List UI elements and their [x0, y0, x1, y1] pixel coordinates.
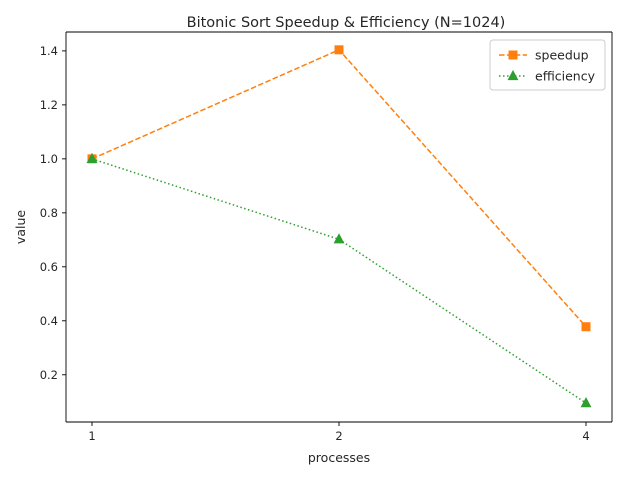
series-line-efficiency: [91, 158, 587, 404]
legend-marker-efficiency: [507, 69, 519, 81]
plot-area: [66, 32, 612, 422]
x-axis-label: processes: [308, 450, 370, 465]
chart-title: Bitonic Sort Speedup & Efficiency (N=102…: [187, 15, 506, 31]
legend-marker-speedup: [508, 50, 518, 60]
x-tick-label: 4: [582, 429, 589, 443]
x-ticks: 1 2 4: [88, 422, 590, 443]
y-axis-label: value: [13, 210, 28, 244]
y-ticks: 0.2 0.4 0.6 0.8 1.0 1.2 1.4: [40, 44, 66, 382]
legend-box: [489, 39, 606, 91]
series-layer: [86, 45, 592, 408]
legend-item-speedup: speedup: [499, 48, 589, 63]
data-point-efficiency: [86, 152, 98, 163]
y-tick-label: 0.8: [40, 206, 58, 220]
series-efficiency: [86, 152, 592, 408]
y-tick-label: 1.4: [40, 44, 58, 58]
data-point-speedup: [334, 45, 344, 55]
legend-label-speedup: speedup: [535, 48, 589, 63]
legend-item-efficiency: efficiency: [499, 69, 596, 84]
y-tick-label: 1.0: [40, 152, 58, 166]
y-tick-label: 0.6: [40, 260, 58, 274]
legend: speedup efficiency: [489, 39, 606, 91]
y-tick-label: 1.2: [40, 98, 58, 112]
y-tick-label: 0.2: [40, 368, 58, 382]
x-tick-label: 1: [88, 429, 95, 443]
legend-label-efficiency: efficiency: [535, 69, 596, 84]
data-point-efficiency: [580, 397, 592, 408]
y-tick-label: 0.4: [40, 314, 58, 328]
x-tick-label: 2: [335, 429, 342, 443]
data-point-speedup: [581, 322, 591, 332]
data-point-efficiency: [333, 233, 345, 244]
